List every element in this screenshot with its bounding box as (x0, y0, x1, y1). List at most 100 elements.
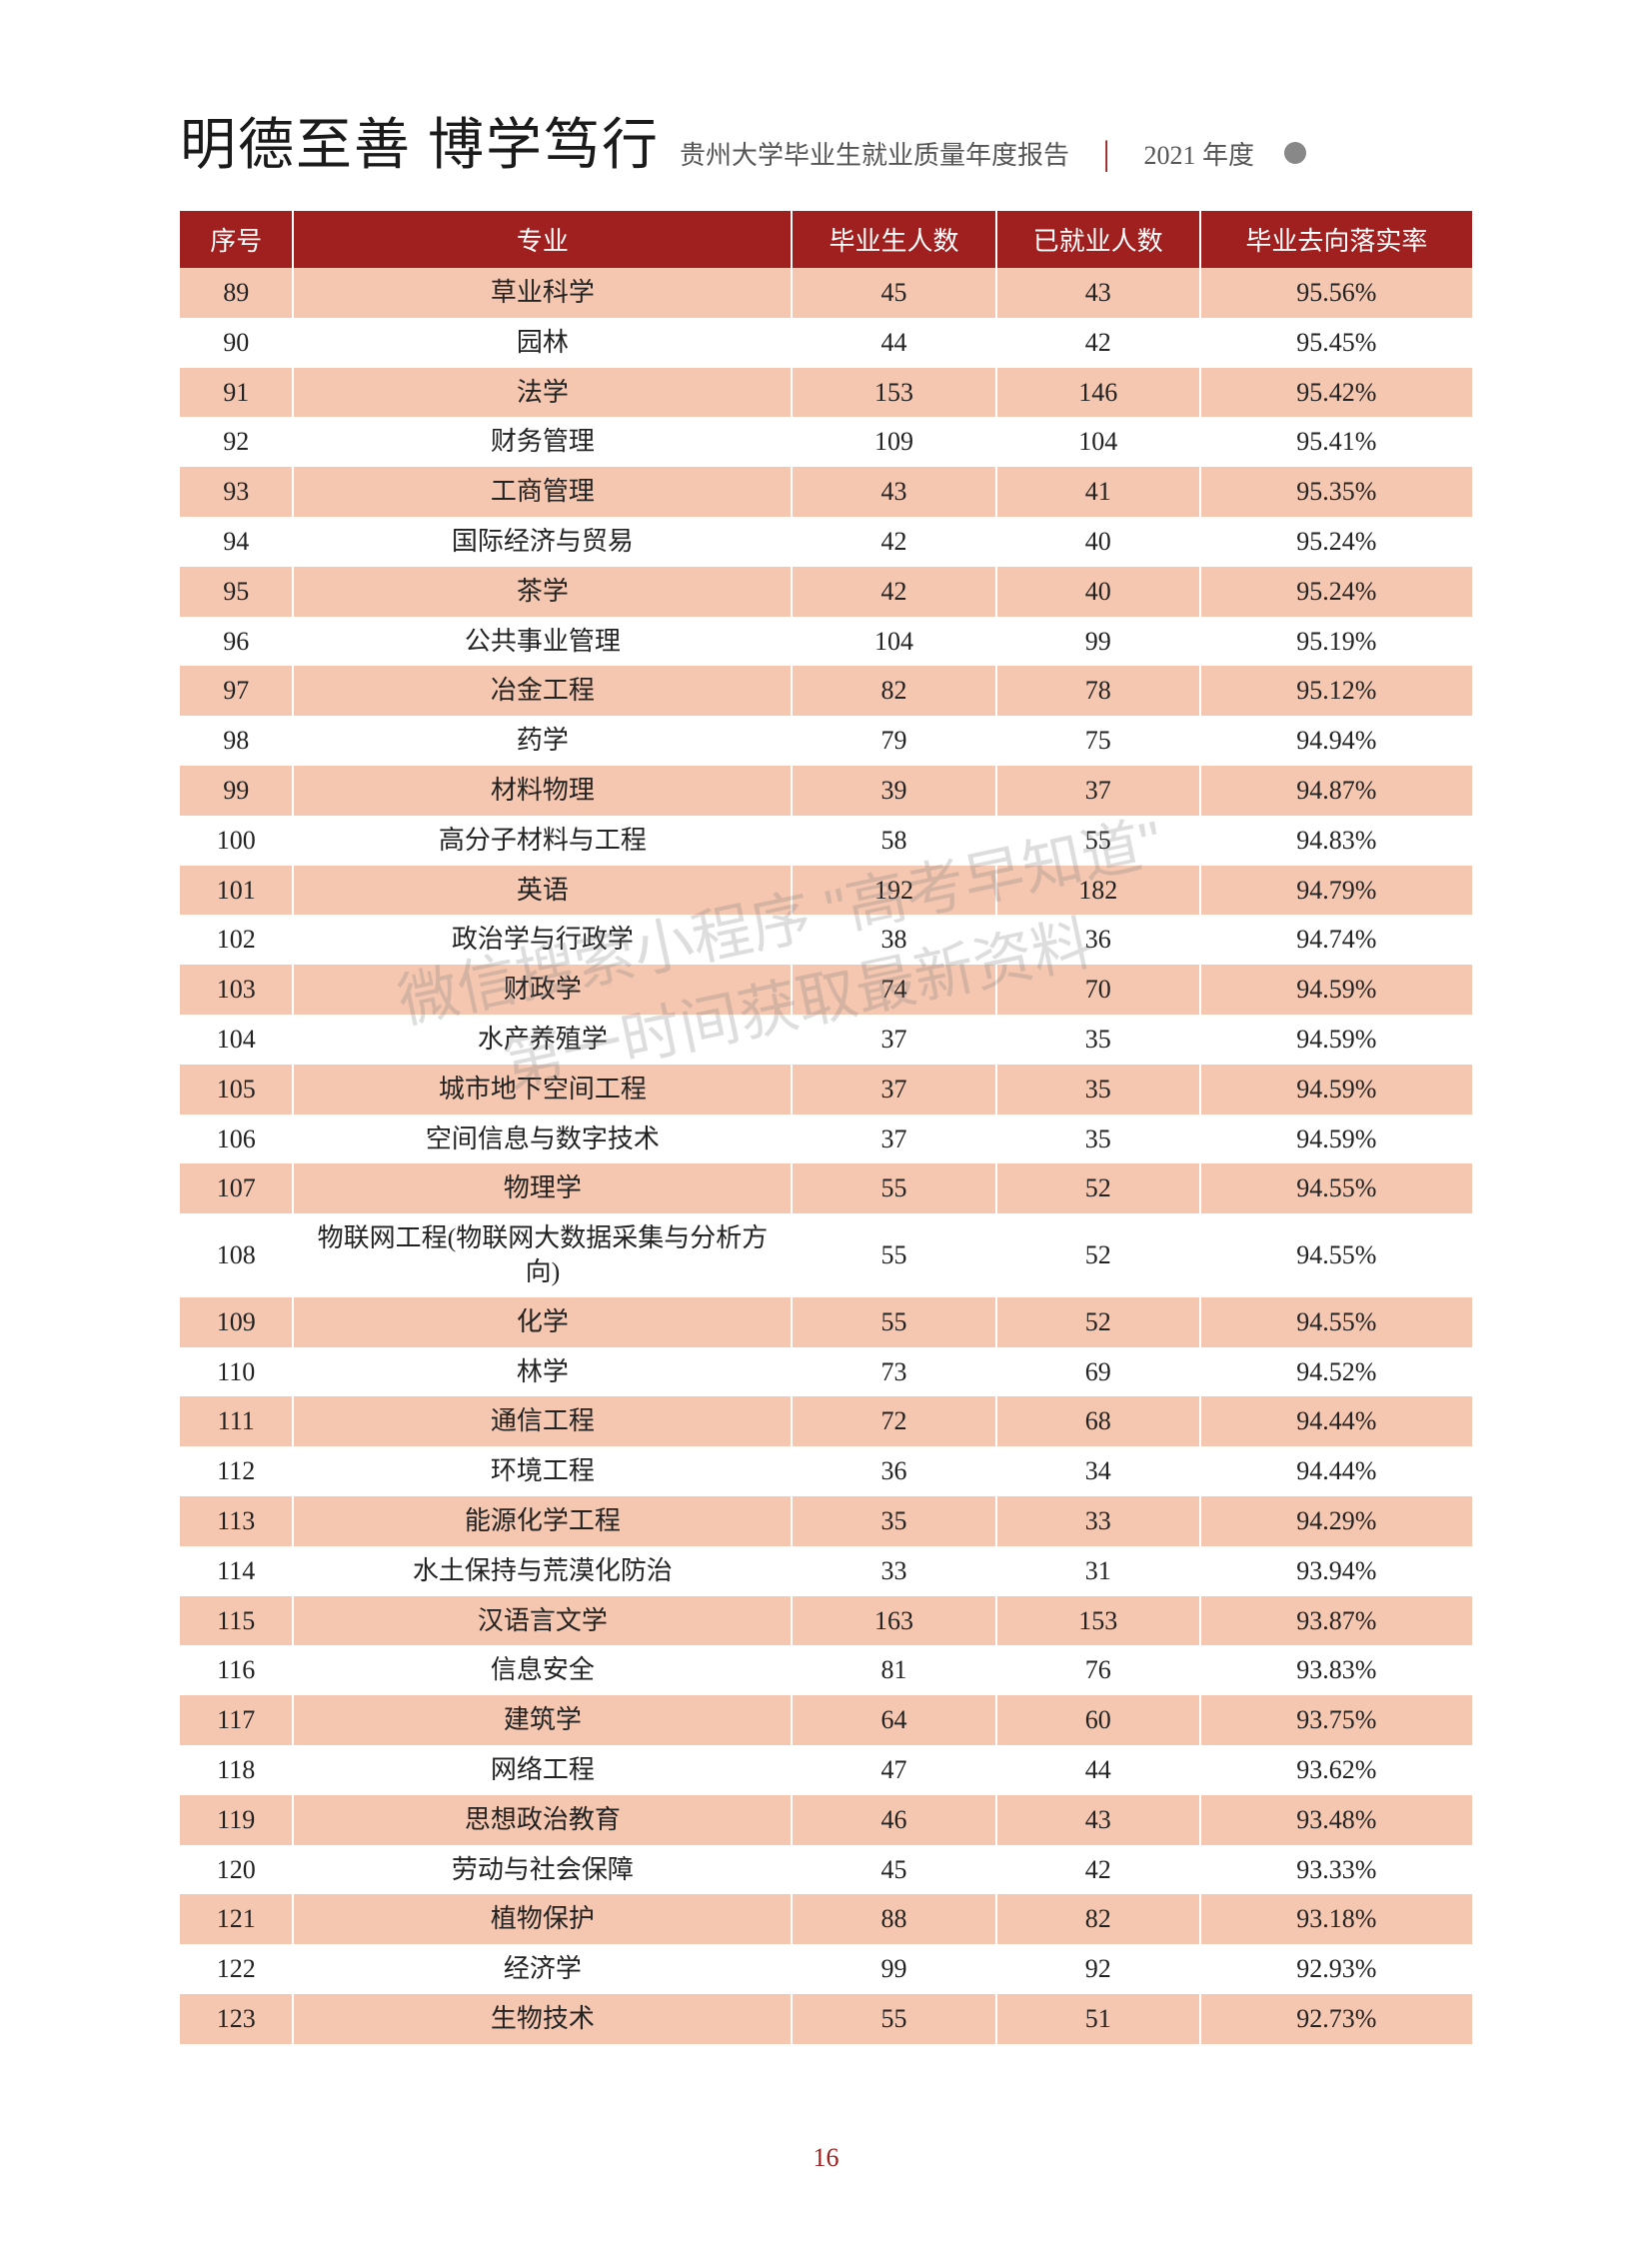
cell-rate: 94.52% (1200, 1347, 1472, 1397)
cell-seq: 117 (180, 1695, 293, 1745)
cell-rate: 95.12% (1200, 666, 1472, 716)
cell-emp: 40 (996, 567, 1200, 617)
cell-rate: 94.94% (1200, 716, 1472, 766)
cell-rate: 94.59% (1200, 1115, 1472, 1164)
cell-rate: 94.59% (1200, 1065, 1472, 1115)
cell-emp: 31 (996, 1546, 1200, 1596)
table-row: 114水土保持与荒漠化防治333193.94% (180, 1546, 1472, 1596)
table-row: 97冶金工程827895.12% (180, 666, 1472, 716)
cell-grad: 55 (792, 1163, 995, 1213)
cell-seq: 106 (180, 1115, 293, 1164)
cell-seq: 105 (180, 1065, 293, 1115)
cell-seq: 90 (180, 318, 293, 368)
cell-major: 财务管理 (293, 417, 792, 467)
col-header-emp: 已就业人数 (996, 211, 1200, 268)
cell-grad: 45 (792, 1845, 995, 1895)
cell-grad: 55 (792, 1213, 995, 1297)
cell-rate: 93.87% (1200, 1596, 1472, 1646)
table-row: 120劳动与社会保障454293.33% (180, 1845, 1472, 1895)
cell-rate: 93.62% (1200, 1745, 1472, 1795)
cell-emp: 43 (996, 268, 1200, 318)
cell-seq: 98 (180, 716, 293, 766)
cell-rate: 95.45% (1200, 318, 1472, 368)
table-row: 103财政学747094.59% (180, 965, 1472, 1015)
cell-grad: 55 (792, 1994, 995, 2044)
table-row: 110林学736994.52% (180, 1347, 1472, 1397)
cell-emp: 104 (996, 417, 1200, 467)
cell-rate: 94.44% (1200, 1396, 1472, 1446)
motto-calligraphy: 明德至善 博学笃行 (180, 100, 660, 181)
cell-emp: 60 (996, 1695, 1200, 1745)
cell-seq: 95 (180, 567, 293, 617)
cell-major: 信息安全 (293, 1645, 792, 1695)
cell-seq: 97 (180, 666, 293, 716)
cell-major: 水产养殖学 (293, 1015, 792, 1065)
cell-emp: 34 (996, 1446, 1200, 1496)
report-title: 贵州大学毕业生就业质量年度报告 (680, 135, 1069, 172)
cell-grad: 99 (792, 1944, 995, 1994)
cell-major: 汉语言文学 (293, 1596, 792, 1646)
header-divider: │ (1097, 141, 1115, 171)
cell-seq: 103 (180, 965, 293, 1015)
cell-grad: 43 (792, 467, 995, 517)
cell-seq: 104 (180, 1015, 293, 1065)
cell-grad: 37 (792, 1065, 995, 1115)
col-header-rate: 毕业去向落实率 (1200, 211, 1472, 268)
cell-rate: 93.33% (1200, 1845, 1472, 1895)
cell-emp: 92 (996, 1944, 1200, 1994)
cell-seq: 102 (180, 915, 293, 965)
cell-emp: 40 (996, 517, 1200, 567)
cell-rate: 93.48% (1200, 1795, 1472, 1845)
table-row: 101英语19218294.79% (180, 866, 1472, 916)
cell-grad: 39 (792, 766, 995, 816)
table-row: 115汉语言文学16315393.87% (180, 1596, 1472, 1646)
table-row: 112环境工程363494.44% (180, 1446, 1472, 1496)
cell-grad: 35 (792, 1496, 995, 1546)
cell-emp: 36 (996, 915, 1200, 965)
cell-major: 思想政治教育 (293, 1795, 792, 1845)
cell-major: 化学 (293, 1297, 792, 1347)
table-row: 121植物保护888293.18% (180, 1894, 1472, 1944)
cell-grad: 82 (792, 666, 995, 716)
cell-major: 劳动与社会保障 (293, 1845, 792, 1895)
cell-rate: 94.74% (1200, 915, 1472, 965)
cell-seq: 108 (180, 1213, 293, 1297)
table-row: 104水产养殖学373594.59% (180, 1015, 1472, 1065)
year-label: 2021 年度 (1143, 135, 1254, 172)
cell-major: 茶学 (293, 567, 792, 617)
cell-rate: 94.59% (1200, 1015, 1472, 1065)
cell-emp: 182 (996, 866, 1200, 916)
cell-major: 冶金工程 (293, 666, 792, 716)
header-dot-icon (1284, 142, 1306, 164)
cell-emp: 55 (996, 816, 1200, 866)
cell-grad: 79 (792, 716, 995, 766)
cell-major: 英语 (293, 866, 792, 916)
cell-grad: 45 (792, 268, 995, 318)
cell-emp: 52 (996, 1297, 1200, 1347)
cell-emp: 52 (996, 1213, 1200, 1297)
cell-grad: 64 (792, 1695, 995, 1745)
cell-emp: 99 (996, 617, 1200, 667)
cell-grad: 163 (792, 1596, 995, 1646)
page-header: 明德至善 博学笃行 贵州大学毕业生就业质量年度报告 │ 2021 年度 (180, 100, 1472, 181)
cell-emp: 78 (996, 666, 1200, 716)
cell-rate: 93.83% (1200, 1645, 1472, 1695)
table-row: 118网络工程474493.62% (180, 1745, 1472, 1795)
table-row: 100高分子材料与工程585594.83% (180, 816, 1472, 866)
employment-table: 序号 专业 毕业生人数 已就业人数 毕业去向落实率 89草业科学454395.5… (180, 211, 1472, 2044)
cell-major: 生物技术 (293, 1994, 792, 2044)
cell-emp: 33 (996, 1496, 1200, 1546)
cell-emp: 41 (996, 467, 1200, 517)
table-row: 123生物技术555192.73% (180, 1994, 1472, 2044)
cell-rate: 94.55% (1200, 1163, 1472, 1213)
cell-grad: 47 (792, 1745, 995, 1795)
cell-rate: 94.29% (1200, 1496, 1472, 1546)
cell-seq: 121 (180, 1894, 293, 1944)
cell-seq: 93 (180, 467, 293, 517)
cell-seq: 119 (180, 1795, 293, 1845)
cell-seq: 120 (180, 1845, 293, 1895)
table-row: 102政治学与行政学383694.74% (180, 915, 1472, 965)
table-row: 89草业科学454395.56% (180, 268, 1472, 318)
cell-grad: 74 (792, 965, 995, 1015)
cell-major: 草业科学 (293, 268, 792, 318)
